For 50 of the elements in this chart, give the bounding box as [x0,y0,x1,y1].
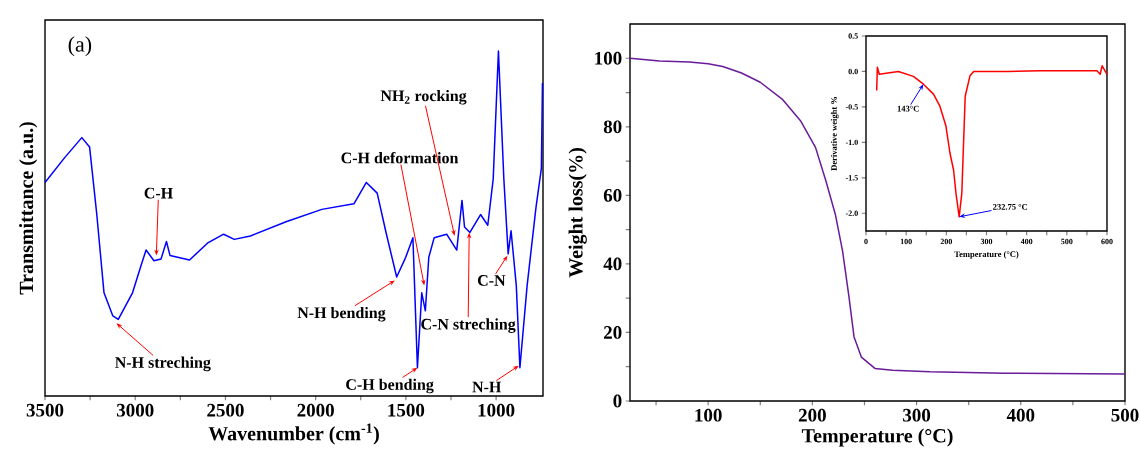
x-tick-label: 3000 [116,403,154,417]
y-tick-label: 0.0 [848,68,858,75]
y-tick-label: 0 [613,394,622,408]
y-tick-label: -1.0 [845,139,858,146]
y-axis-title: Derivative weight % [830,97,839,171]
x-tick-label: 1500 [388,403,425,417]
y-tick-label: 20 [604,326,622,339]
annotation: N-H [472,381,502,393]
x-tick-label: 200 [940,238,953,245]
line-series [875,65,1108,218]
x-tick-label: 200 [798,408,826,422]
y-tick-label: 60 [603,188,622,202]
y-tick-label: -2.0 [845,210,858,216]
x-tick-label: 400 [1020,238,1033,245]
annotation: C-H deformation [341,151,459,164]
x-tick-label: 500 [1061,238,1073,245]
line-series [629,57,1126,375]
x-axis-title: Temperature (°C) [801,428,953,447]
x-tick-label: 3500 [26,403,64,417]
annotation: C-N [477,275,506,286]
y-tick-label: -0.5 [845,104,858,110]
x-axis-title: Temperature (°C) [954,251,1019,259]
y-axis-title: Transmittance (a.u.) [19,122,38,295]
x-tick-label: 100 [900,238,912,245]
y-axis-title: Weight loss(%) [568,148,587,278]
annotation: C-N streching [421,318,516,333]
y-tick-label: 0.5 [848,33,858,39]
x-tick-label: 1000 [478,403,515,417]
x-axis-title: Wavenumber (cm$^{-1}$) [208,423,379,445]
y-tick-label: 40 [603,257,622,271]
annotation: N-H streching [115,356,211,372]
x-tick-label: 2500 [207,403,244,417]
annotation: NH$_{2}$ rocking [380,89,467,105]
x-tick-label: 500 [1111,408,1139,422]
y-tick-label: -1.5 [845,175,858,181]
annotation: C-H [144,187,173,199]
y-tick-label: 100 [595,51,622,65]
x-tick-label: 300 [980,238,993,245]
x-tick-label: 300 [903,408,931,422]
x-tick-label: 0 [864,238,868,245]
x-tick-label: 400 [1006,408,1035,422]
annotation: (a) [68,36,92,57]
x-tick-label: 2000 [297,403,334,417]
annotation: 143°C [897,105,919,112]
x-tick-label: 100 [695,408,722,422]
annotation: C-H bending [346,378,434,394]
annotation: N-H bending [297,306,386,322]
y-tick-label: 80 [603,120,622,134]
annotation: 232.75 °C [993,204,1028,210]
x-tick-label: 600 [1101,238,1113,245]
